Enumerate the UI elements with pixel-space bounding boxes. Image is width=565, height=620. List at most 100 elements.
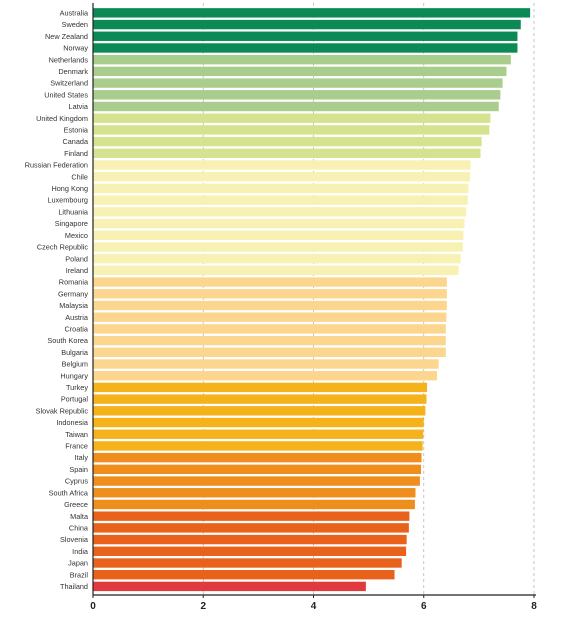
bar-lithuania (93, 207, 467, 217)
category-label: Australia (60, 8, 89, 17)
category-label: Taiwan (65, 430, 88, 439)
category-label: China (69, 523, 89, 532)
bar-russian-federation (93, 160, 471, 170)
category-label: Indonesia (56, 418, 89, 427)
bar-spain (93, 464, 421, 475)
category-label: Norway (63, 44, 88, 53)
category-label: Finland (64, 149, 88, 158)
category-labels: Australia Sweden New Zealand Norway Netherla… (25, 8, 89, 591)
bar-poland (93, 253, 461, 264)
category-label: Thailand (60, 582, 88, 591)
category-label: Belgium (62, 360, 88, 369)
bar-cyprus (93, 476, 420, 486)
bar-luxembourg (93, 195, 468, 205)
bar-portugal (93, 394, 427, 404)
category-label: Singapore (55, 219, 88, 228)
bar-south-africa (93, 488, 416, 498)
category-label: Russian Federation (25, 161, 88, 170)
bar-hong-kong (93, 183, 469, 194)
bar-malta (93, 511, 410, 521)
bar-mexico (93, 230, 464, 240)
bar-germany (93, 289, 447, 299)
category-label: Canada (62, 137, 89, 146)
category-label: Switzerland (50, 79, 88, 88)
category-label: Netherlands (49, 55, 89, 64)
x-tick-label: 6 (421, 601, 427, 612)
x-tick-label: 0 (90, 601, 96, 612)
bar-new-zealand (93, 31, 518, 41)
bar-czech-republic (93, 242, 463, 252)
bar-malaysia (93, 300, 447, 311)
category-label: Austria (65, 313, 89, 322)
category-label: Bulgaria (61, 348, 89, 357)
bar-switzerland (93, 78, 503, 88)
category-label: Luxembourg (47, 196, 88, 205)
bar-estonia (93, 125, 490, 135)
bar-france (93, 441, 423, 451)
category-label: Czech Republic (37, 243, 88, 252)
category-label: Croatia (64, 324, 88, 333)
category-label: Turkey (66, 383, 88, 392)
category-label: Romania (59, 278, 89, 287)
bar-latvia (93, 101, 499, 112)
category-label: Mexico (65, 231, 88, 240)
bar-ireland (93, 265, 459, 276)
category-label: Greece (64, 500, 88, 509)
category-label: Portugal (61, 395, 89, 404)
bar-brazil (93, 569, 395, 580)
category-label: Slovenia (60, 535, 89, 544)
bar-taiwan (93, 429, 424, 439)
bar-austria (93, 312, 447, 322)
bar-turkey (93, 382, 428, 393)
category-label: Malaysia (59, 301, 89, 310)
category-label: Malta (70, 512, 89, 521)
category-label: Hungary (60, 371, 88, 380)
bar-italy (93, 452, 422, 463)
category-label: Lithuania (58, 207, 89, 216)
bar-sweden (93, 19, 521, 30)
category-label: Poland (65, 254, 88, 263)
category-label: Slovak Republic (36, 406, 89, 415)
category-label: Chile (71, 172, 88, 181)
category-label: United States (44, 90, 88, 99)
bar-japan (93, 558, 402, 568)
category-label: Hong Kong (51, 184, 88, 193)
bar-india (93, 546, 407, 556)
category-label: South Africa (49, 488, 89, 497)
bar-china (93, 523, 409, 533)
category-label: Italy (75, 453, 89, 462)
bar-hungary (93, 371, 437, 381)
category-label: Germany (58, 289, 88, 298)
bar-norway (93, 43, 518, 53)
bar-denmark (93, 66, 507, 77)
bar-united-states (93, 90, 501, 100)
bar-united-kingdom (93, 113, 491, 123)
category-label: South Korea (47, 336, 89, 345)
category-label: United Kingdom (36, 114, 88, 123)
category-label: Latvia (69, 102, 89, 111)
bar-australia (93, 8, 531, 18)
bar-greece (93, 499, 415, 510)
x-tick-label: 2 (200, 601, 206, 612)
bar-slovak-republic (93, 406, 426, 416)
bar-chile (93, 172, 471, 182)
category-label: Estonia (64, 126, 89, 135)
bar-bulgaria (93, 347, 446, 357)
x-tick-label: 4 (311, 601, 317, 612)
category-label: Sweden (62, 20, 88, 29)
x-axis: 0 2 4 6 8 (90, 3, 537, 612)
category-label: Denmark (58, 67, 88, 76)
category-label: Cyprus (65, 477, 88, 486)
category-label: Japan (68, 559, 88, 568)
category-label: France (65, 442, 88, 451)
bar-thailand (93, 581, 366, 592)
x-tick-label: 8 (531, 601, 537, 612)
category-label: New Zealand (45, 32, 88, 41)
bars (93, 8, 531, 592)
category-label: Spain (69, 465, 88, 474)
category-label: India (72, 547, 89, 556)
bar-finland (93, 148, 481, 159)
bar-belgium (93, 359, 439, 369)
